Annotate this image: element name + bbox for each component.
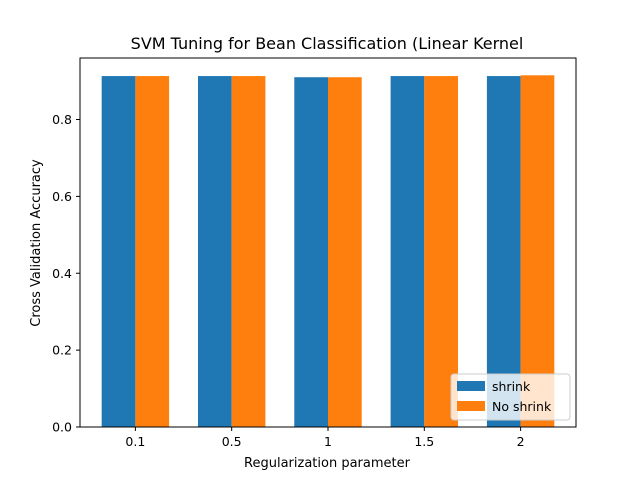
y-tick-label: 0.4: [52, 266, 72, 281]
bar-shrink-0.5: [197, 76, 232, 428]
bar-no-shrink-1.5: [424, 76, 459, 428]
y-tick-label: 0.0: [52, 420, 72, 435]
bar-shrink-1: [294, 77, 328, 427]
x-tick-label: 1: [324, 434, 332, 449]
bar-no-shrink-0.1: [135, 76, 170, 428]
y-tick-label: 0.6: [52, 189, 72, 204]
chart-title: SVM Tuning for Bean Classification (Line…: [131, 34, 524, 53]
x-tick-label: 2: [517, 434, 525, 449]
bar-shrink-2: [486, 76, 521, 428]
y-axis-label: Cross Validation Accuracy: [29, 159, 44, 327]
x-axis-label: Regularization parameter: [244, 456, 411, 471]
bar-shrink-0.1: [101, 76, 136, 428]
x-tick-label: 1.5: [414, 434, 434, 449]
y-tick-label: 0.2: [52, 343, 72, 358]
x-tick-label: 0.5: [222, 434, 242, 449]
y-tick-label: 0.8: [52, 112, 72, 127]
x-tick-label: 0.1: [125, 434, 145, 449]
bar-no-shrink-2: [520, 75, 555, 427]
legend-label-shrink: shrink: [492, 379, 531, 394]
bar-no-shrink-0.5: [231, 76, 266, 428]
bar-no-shrink-1: [328, 77, 362, 427]
legend: shrink No shrink: [450, 373, 571, 421]
plot-area: [101, 75, 555, 428]
legend-label-no-shrink: No shrink: [492, 399, 552, 414]
bar-shrink-1.5: [390, 76, 425, 428]
legend-swatch-shrink: [457, 381, 485, 391]
legend-swatch-no-shrink: [457, 401, 485, 411]
axes: 0.0 0.2 0.4 0.6 0.8 0.1 0.5 1 1.5 2: [52, 57, 577, 449]
